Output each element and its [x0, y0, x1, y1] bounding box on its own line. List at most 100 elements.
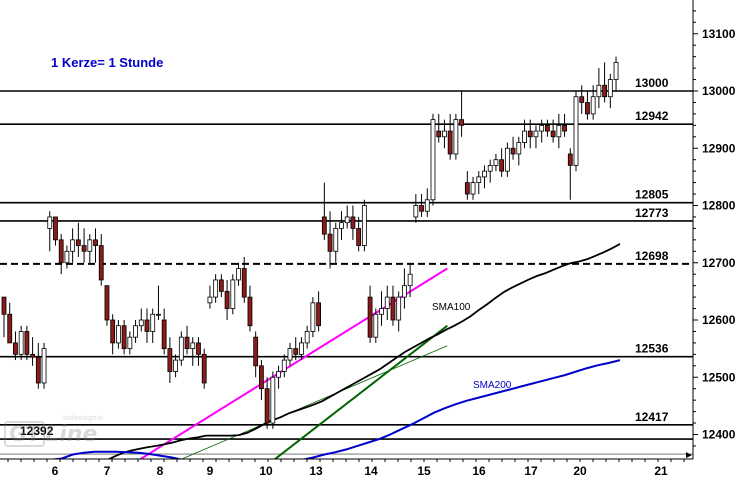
- axes: 13100 13000 12900 12800 12700 12600 12500 12400…: [0, 0, 736, 478]
- candle-body: [41, 348, 47, 384]
- candle-body: [110, 319, 116, 344]
- y-tick-label: 12900: [702, 141, 736, 155]
- candle-body: [116, 325, 121, 344]
- x-tick-label: 14: [364, 464, 378, 478]
- candle-body: [384, 296, 390, 309]
- candle-body: [545, 124, 550, 132]
- candle-body: [607, 79, 613, 98]
- candle-body: [379, 308, 384, 315]
- candle-body: [396, 296, 402, 321]
- candle-body: [390, 296, 396, 321]
- candle-body: [258, 365, 264, 390]
- candle-body: [18, 331, 24, 355]
- candle-body: [539, 124, 545, 132]
- candle-body: [573, 96, 579, 166]
- candle-body: [81, 245, 87, 252]
- candle-body: [344, 216, 350, 224]
- y-tick-label: 12800: [702, 199, 736, 213]
- candle-body: [459, 119, 465, 126]
- candle-body: [470, 182, 476, 195]
- x-tick-label: 16: [472, 464, 486, 478]
- y-tick-label: 12600: [702, 313, 736, 327]
- candle-body: [87, 239, 93, 252]
- candle-body: [53, 216, 58, 241]
- chart-annotation: 1 Kerze= 1 Stunde: [51, 55, 163, 70]
- candle-body: [419, 205, 424, 212]
- x-tick-label: 8: [157, 464, 164, 478]
- candle-body: [167, 348, 173, 372]
- candle-body: [230, 279, 236, 309]
- candle-body: [121, 325, 127, 350]
- x-tick-label: 7: [104, 464, 111, 478]
- level-label: 12942: [635, 109, 669, 123]
- candle-body: [196, 342, 201, 355]
- y-tick-label: 12500: [702, 370, 736, 384]
- candle-body: [361, 205, 367, 246]
- candle-body: [293, 348, 299, 355]
- sma-label: SMA100: [432, 302, 471, 313]
- candle-body: [75, 239, 81, 246]
- candle-body: [247, 296, 253, 327]
- level-labels: 13000 12942 12805 12773 12698 12536 12417 12392: [20, 76, 669, 438]
- candle-body: [299, 342, 304, 355]
- candle-body: [562, 124, 567, 132]
- candle-body: [585, 102, 590, 115]
- candle-body: [510, 147, 516, 155]
- candle-body: [499, 159, 505, 172]
- candle-body: [236, 268, 241, 281]
- candles: [1, 56, 619, 429]
- level-label: 12417: [635, 410, 669, 424]
- candle-body: [424, 199, 430, 212]
- candle-body: [13, 342, 18, 355]
- candle-body: [178, 336, 184, 361]
- candle-body: [504, 147, 510, 172]
- candle-body: [442, 130, 447, 138]
- candle-body: [173, 359, 179, 372]
- candle-body: [161, 319, 167, 350]
- candle-body: [327, 233, 333, 252]
- trend-line: [273, 324, 448, 459]
- candle-body: [58, 239, 64, 264]
- candle-body: [133, 325, 138, 338]
- candle-body: [590, 96, 596, 115]
- candle-body: [241, 268, 247, 298]
- candle-body: [98, 245, 104, 281]
- x-tick-label: 20: [573, 464, 587, 478]
- level-label: 12536: [635, 342, 669, 356]
- candle-body: [207, 296, 213, 304]
- candle-body: [150, 313, 156, 332]
- candle-body: [304, 331, 310, 344]
- candle-body: [556, 124, 562, 138]
- candle-body: [407, 273, 413, 287]
- sma-label: SMA200: [473, 380, 512, 391]
- level-label: 12392: [20, 424, 54, 438]
- candle-body: [316, 302, 322, 327]
- candle-body: [476, 176, 482, 183]
- candle-body: [138, 319, 144, 327]
- candle-body: [447, 130, 453, 155]
- y-tick-label: 12700: [702, 256, 736, 270]
- candle-body: [184, 336, 190, 350]
- candle-body: [64, 250, 70, 264]
- candle-body: [527, 130, 533, 138]
- candle-body: [253, 336, 259, 367]
- candle-body: [602, 84, 607, 98]
- candle-body: [333, 227, 339, 252]
- candle-body: [550, 130, 556, 138]
- candle-body: [35, 356, 41, 384]
- candle-body: [270, 376, 276, 424]
- candle-body: [213, 279, 219, 298]
- candle-body: [144, 319, 150, 332]
- candle-body: [93, 239, 98, 246]
- candle-body: [522, 130, 527, 143]
- candle-body: [367, 296, 373, 338]
- x-tick-label: 9: [207, 464, 214, 478]
- y-tick-label: 13000: [702, 84, 736, 98]
- sma-line: [107, 243, 621, 459]
- candle-body: [47, 216, 53, 229]
- candle-body: [190, 342, 196, 350]
- scroll-arrow-icon: ►: [684, 450, 694, 461]
- candle-body: [373, 313, 379, 338]
- candle-body: [264, 388, 270, 424]
